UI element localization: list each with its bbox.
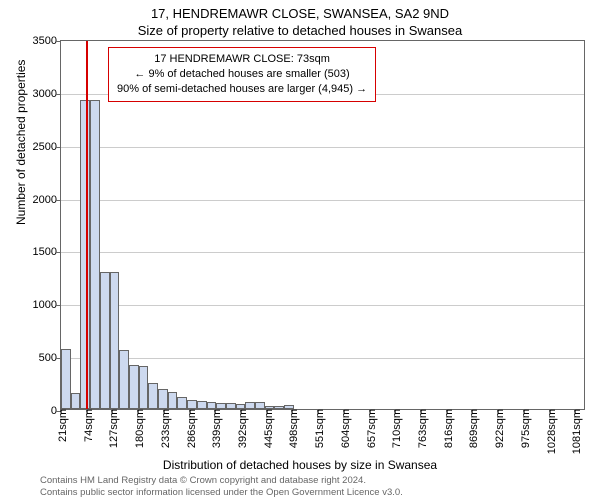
- histogram-bar: [255, 402, 265, 409]
- histogram-bar: [168, 392, 178, 409]
- x-axis-label: Distribution of detached houses by size …: [0, 458, 600, 472]
- x-tick-label: 392sqm: [233, 409, 249, 448]
- x-tick-label: 975sqm: [516, 409, 532, 448]
- x-tick-label: 445sqm: [259, 409, 275, 448]
- x-tick-label: 869sqm: [464, 409, 480, 448]
- histogram-bar: [274, 406, 284, 409]
- y-tick-mark: [56, 200, 61, 201]
- y-tick-mark: [56, 94, 61, 95]
- y-tick-mark: [56, 41, 61, 42]
- x-tick-label: 180sqm: [130, 409, 146, 448]
- x-tick-label: 21sqm: [53, 409, 69, 442]
- histogram-bar: [100, 272, 110, 409]
- footer-line-1: Contains HM Land Registry data © Crown c…: [40, 475, 403, 486]
- x-tick-label: 74sqm: [79, 409, 95, 442]
- histogram-bar: [71, 393, 81, 409]
- annotation-line-2: ← 9% of detached houses are smaller (503…: [117, 67, 367, 82]
- histogram-bar: [226, 403, 236, 409]
- page-title: 17, HENDREMAWR CLOSE, SWANSEA, SA2 9ND: [0, 0, 600, 21]
- histogram-bar: [129, 365, 139, 409]
- x-tick-label: 339sqm: [207, 409, 223, 448]
- annotation-line-3: 90% of semi-detached houses are larger (…: [117, 82, 367, 97]
- x-tick-label: 604sqm: [336, 409, 352, 448]
- annotation-line-1: 17 HENDREMAWR CLOSE: 73sqm: [117, 52, 367, 67]
- x-tick-label: 710sqm: [387, 409, 403, 448]
- footer-attribution: Contains HM Land Registry data © Crown c…: [40, 475, 403, 498]
- x-tick-label: 286sqm: [182, 409, 198, 448]
- x-tick-label: 1028sqm: [542, 409, 558, 454]
- gridline: [61, 252, 584, 253]
- histogram-bar: [139, 366, 149, 409]
- histogram-bar: [207, 402, 217, 409]
- histogram-bar: [148, 383, 158, 409]
- annotation-box: 17 HENDREMAWR CLOSE: 73sqm ← 9% of detac…: [108, 47, 376, 102]
- x-tick-label: 657sqm: [362, 409, 378, 448]
- x-tick-label: 1081sqm: [567, 409, 583, 454]
- x-tick-label: 816sqm: [439, 409, 455, 448]
- histogram-bar: [245, 402, 255, 409]
- plot-area: 17 HENDREMAWR CLOSE: 73sqm ← 9% of detac…: [60, 40, 585, 410]
- histogram-bar: [284, 405, 294, 409]
- histogram-bar: [110, 272, 120, 409]
- histogram-bar: [236, 404, 246, 409]
- histogram-bar: [265, 406, 275, 409]
- page-subtitle: Size of property relative to detached ho…: [0, 21, 600, 38]
- histogram-bar: [61, 349, 71, 409]
- highlight-line: [86, 41, 88, 409]
- histogram-bar: [90, 100, 100, 409]
- y-tick-mark: [56, 305, 61, 306]
- histogram-bar: [187, 400, 197, 410]
- histogram-bar: [119, 350, 129, 409]
- x-tick-label: 922sqm: [490, 409, 506, 448]
- x-tick-label: 551sqm: [310, 409, 326, 448]
- gridline: [61, 147, 584, 148]
- histogram-bar: [177, 397, 187, 409]
- histogram-chart: 17 HENDREMAWR CLOSE: 73sqm ← 9% of detac…: [60, 40, 585, 410]
- y-tick-mark: [56, 252, 61, 253]
- gridline: [61, 305, 584, 306]
- histogram-bar: [197, 401, 207, 409]
- gridline: [61, 200, 584, 201]
- gridline: [61, 358, 584, 359]
- footer-line-2: Contains public sector information licen…: [40, 487, 403, 498]
- y-axis-label: Number of detached properties: [14, 60, 28, 225]
- histogram-bar: [158, 389, 168, 409]
- x-tick-label: 763sqm: [413, 409, 429, 448]
- x-tick-label: 127sqm: [104, 409, 120, 448]
- histogram-bar: [216, 403, 226, 409]
- x-tick-label: 233sqm: [156, 409, 172, 448]
- y-tick-mark: [56, 147, 61, 148]
- x-tick-label: 498sqm: [284, 409, 300, 448]
